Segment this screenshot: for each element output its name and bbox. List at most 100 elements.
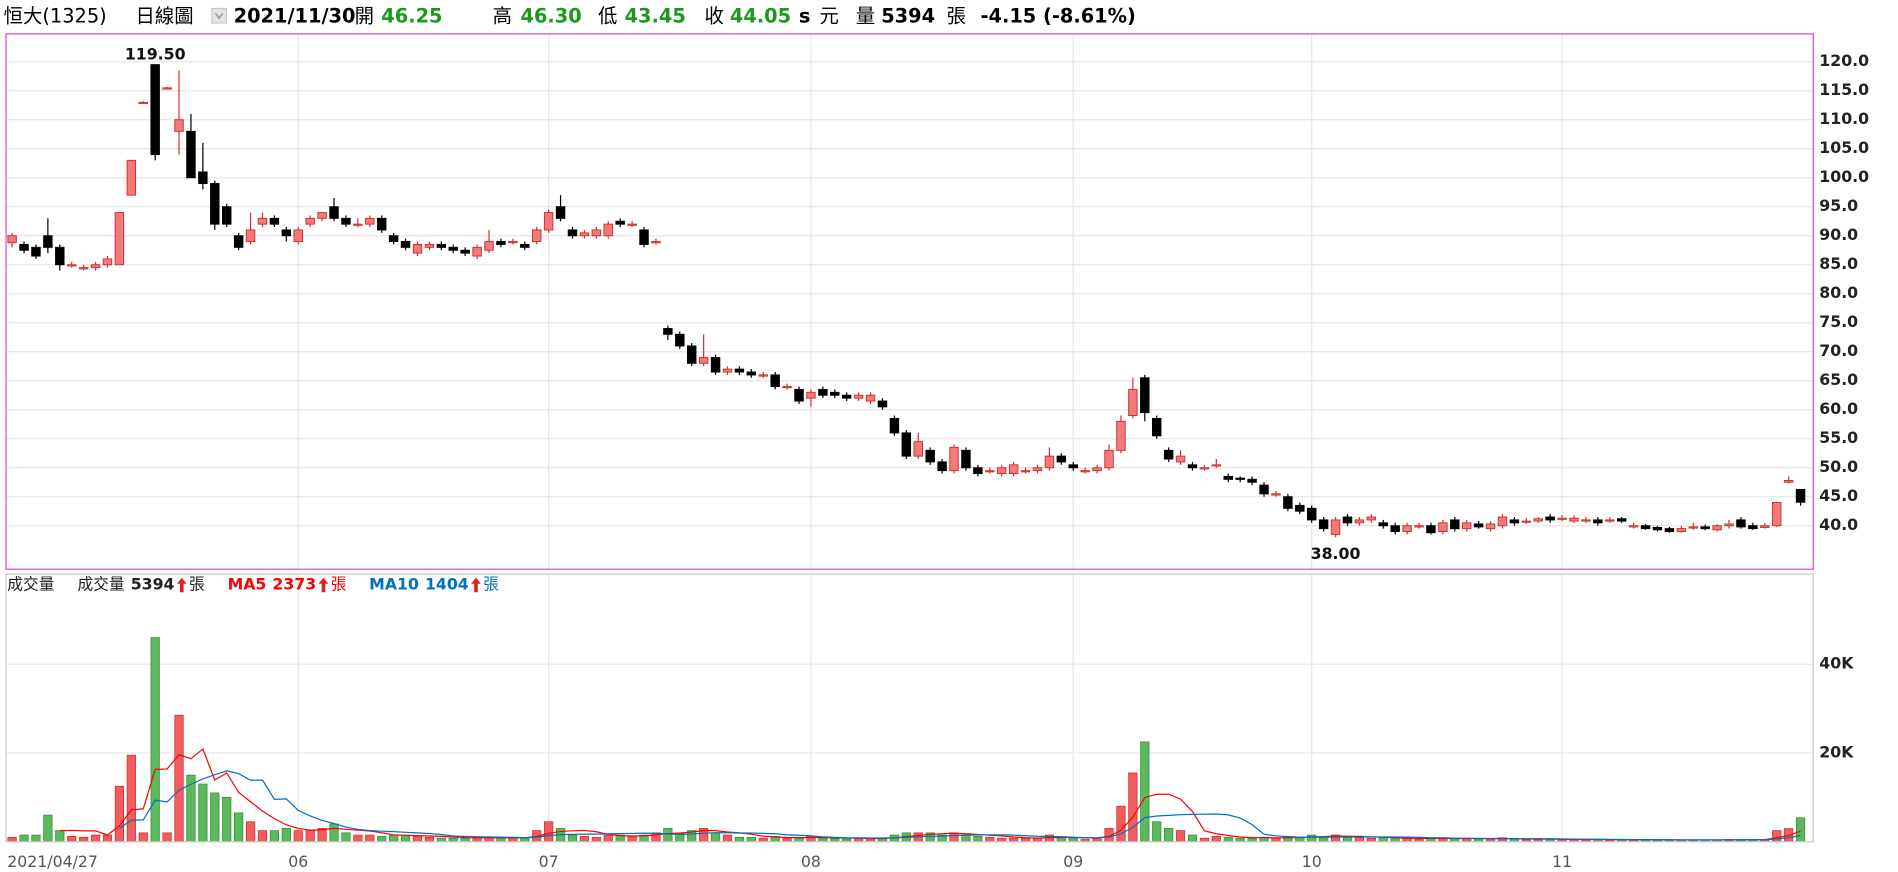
candle-body [1557,517,1567,520]
candle-body [1151,417,1162,437]
volume-bar [377,836,387,843]
candle-body [1700,526,1710,530]
volume-bar [90,834,101,843]
candle-body [353,223,363,226]
candle-body [1271,493,1281,496]
candle-body [1402,525,1412,533]
candle-body [1366,516,1377,521]
candle-body [365,217,375,225]
header-date: 2021/11/30 [234,4,356,27]
volume-bar [579,836,590,843]
candle-body [31,246,41,257]
candle-body [1485,523,1496,530]
x-tick-label: 10 [1302,852,1322,871]
header-name: 恒大(1325) [4,4,107,27]
y-tick-label: 55.0 [1819,428,1858,447]
volume-bar [79,836,89,843]
candle-body [150,64,160,156]
x-tick-label: 07 [539,852,559,871]
volume-bar [400,834,411,843]
candle-body [114,212,125,266]
price-annotation: 38.00 [1311,544,1361,563]
x-tick-label: 2021/04/27 [7,852,98,871]
candle-body [770,374,780,388]
candle-body [484,241,494,251]
candle-body [901,432,912,457]
legend-arrow [471,577,481,593]
volume-bar [1175,830,1186,843]
y-tick-label: 50.0 [1819,457,1858,476]
volume-bar [341,832,351,843]
candle-body [1593,519,1603,524]
volume-bar [19,834,29,843]
candle-body [1616,518,1627,522]
candle-body [496,241,506,245]
header-open-label: 開 [355,4,374,27]
candle-body [794,388,804,402]
volume-bar [591,836,601,843]
header-high: 46.30 [520,4,581,27]
candle-body [388,235,399,243]
volume-bar [257,830,268,843]
y-tick-label: 40.0 [1819,515,1858,534]
volume-bar [102,834,113,843]
candle-body [66,264,77,267]
y-tick-label: 70.0 [1819,341,1858,360]
candle-body [1235,477,1245,480]
candle-body [1581,519,1591,522]
candle-body [508,241,518,244]
volume-bar [949,832,959,843]
candle-body [460,249,470,254]
candle-body [245,229,256,243]
legend-arrow [176,577,187,593]
candle-body [1676,528,1687,533]
candle-body [1175,455,1186,463]
y-tick-label: 75.0 [1819,312,1858,331]
volume-bar [150,637,160,843]
header-volume-unit: 張 [947,4,966,27]
candle-body [1330,519,1341,535]
volume-bar [1223,836,1233,843]
header-open: 46.25 [381,4,442,27]
candle-body [1509,519,1520,524]
ma-line [119,770,1801,841]
candle-body [841,394,852,399]
candle-body [639,229,649,245]
candle-body [782,386,792,389]
candle-body [1771,502,1782,527]
candle-body [1187,464,1198,469]
volume-bar [305,830,315,843]
candle-body [1080,470,1090,473]
volume-bar [210,792,220,843]
y-tick-label: 85.0 [1819,254,1858,273]
candle-body [1318,519,1329,530]
legend-unit: 張 [483,574,499,593]
y-tick-label: 105.0 [1819,138,1869,157]
candle-body [1795,488,1806,503]
candle-body [472,246,482,257]
volume-bar [412,836,423,843]
candle-body [913,441,923,457]
volume-bar [222,796,232,843]
candle-body [889,417,900,434]
candle-body [734,368,745,373]
candle-body [567,229,578,237]
candle-body [1306,507,1317,521]
candle-body [806,391,816,399]
volume-bar [281,828,291,843]
candle-body [198,171,208,185]
candle-body [293,229,303,243]
candle-body [710,357,721,373]
volume-bar [293,830,303,843]
toggle-icon [214,12,224,20]
candle-body [269,217,280,225]
candle-body [43,235,53,248]
candle-body [1008,464,1019,475]
header-high-label: 高 [493,4,512,27]
period-toggle[interactable] [211,7,227,24]
candle-body [985,470,995,473]
volume-bar [329,823,339,843]
candle-body [686,345,697,364]
candle-body [1545,516,1555,521]
